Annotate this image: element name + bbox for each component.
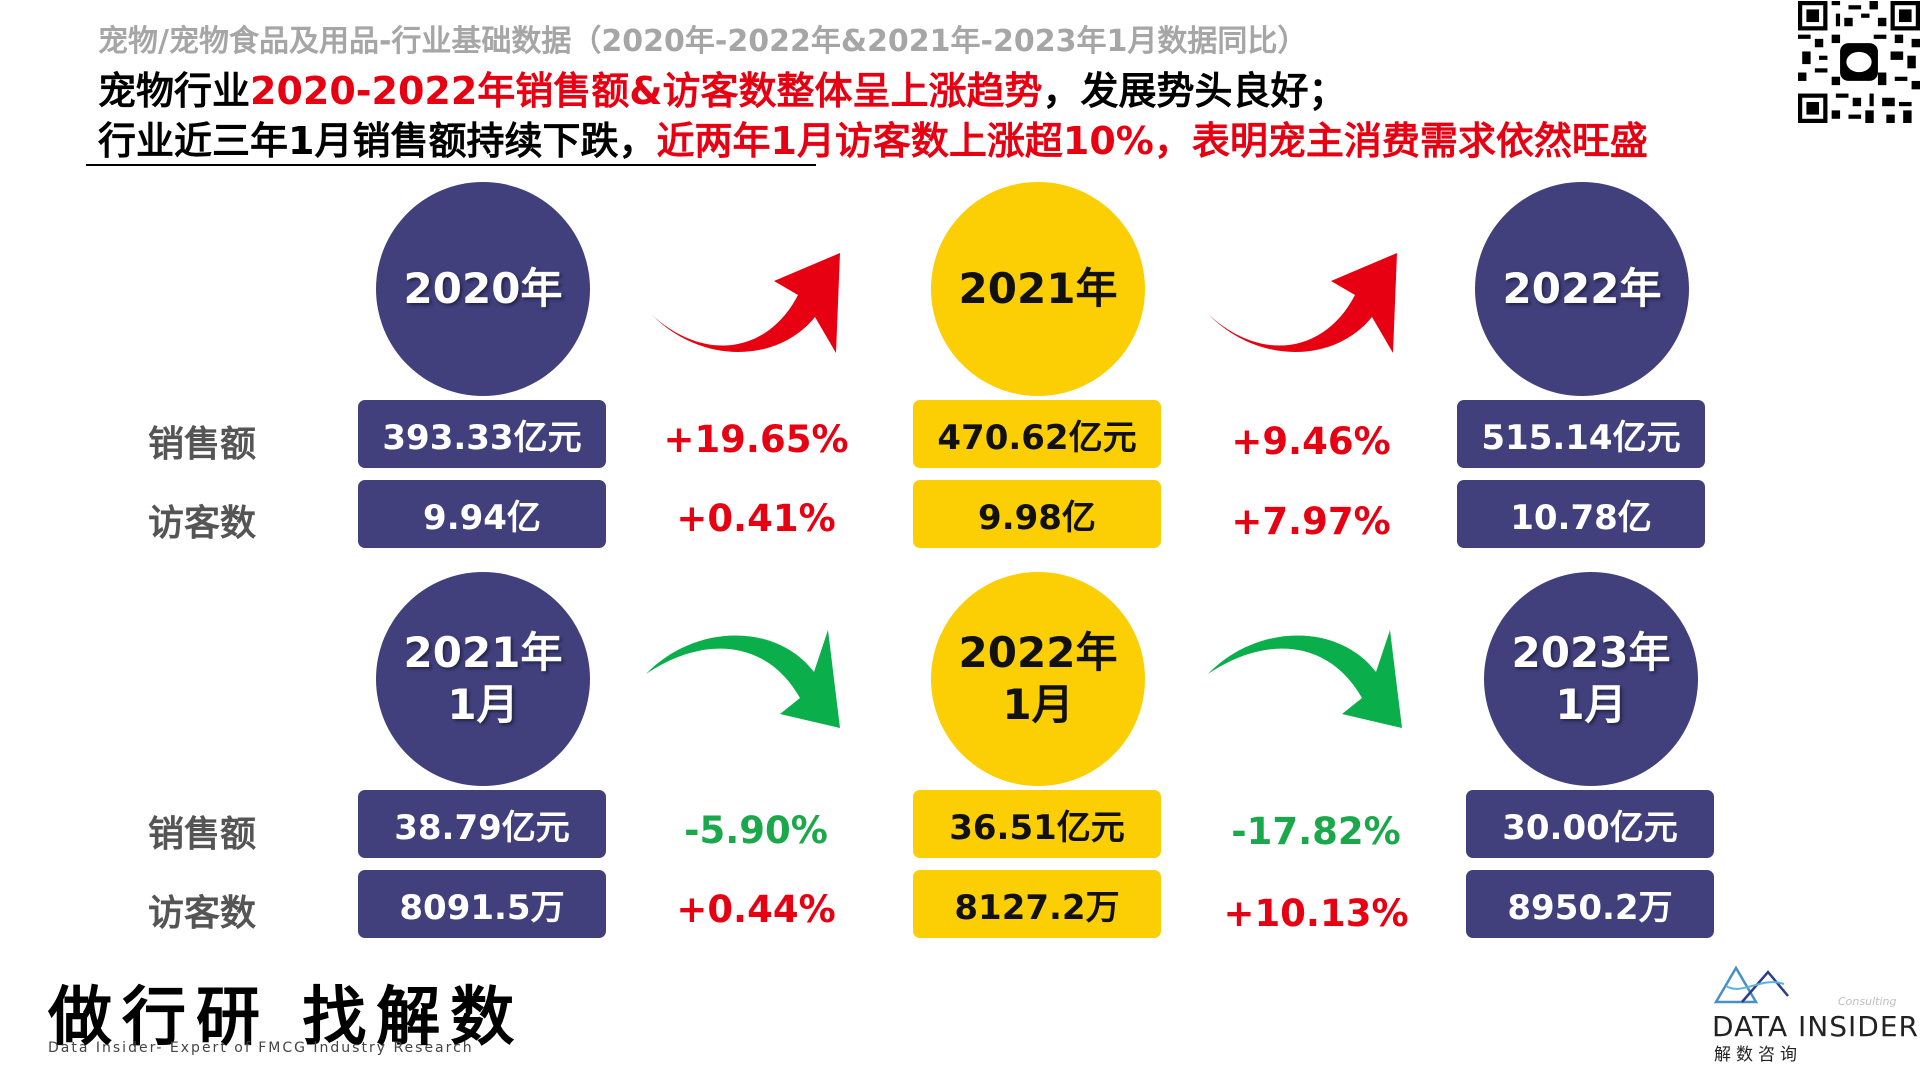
headline-underline [86, 164, 816, 166]
visitors-change-2021-2022: +7.97% [1231, 500, 1391, 543]
label-visitors-annual: 访客数 [148, 503, 257, 544]
sales-change-2020-2021: +19.65% [663, 418, 849, 461]
sales-value-2022: 515.14亿元 [1457, 400, 1705, 468]
sales-value-2021-jan: 38.79亿元 [358, 790, 606, 858]
period-circle-2021-jan: 2021年 1月 [376, 572, 590, 786]
curved-arrow-down-icon [646, 630, 840, 728]
period-circle-2023-jan: 2023年 1月 [1484, 572, 1698, 786]
visitors-change-2020-2021: +0.41% [676, 497, 836, 540]
sales-value-2020: 393.33亿元 [358, 400, 606, 468]
curved-arrow-down-icon [1208, 630, 1402, 728]
visitors-value-2020: 9.94亿 [358, 480, 606, 548]
visitors-change-2021-2022-jan: +0.44% [676, 888, 836, 931]
curved-arrow-up-icon [1209, 253, 1397, 353]
headline-1-red: 2020-2022年销售额&访客数整体呈上涨趋势 [250, 69, 1043, 113]
sales-change-2022-2023-jan: -17.82% [1231, 810, 1401, 853]
headline-1-b: ，发展势头良好； [1042, 69, 1347, 113]
data-insider-logo-icon [1713, 965, 1789, 1004]
qr-code-icon [1798, 1, 1920, 123]
period-circle-2022: 2022年 [1475, 182, 1689, 396]
brand-tagline: Consulting [1838, 995, 1897, 1008]
headline-1-a: 宠物行业 [98, 69, 251, 113]
visitors-value-2022-jan: 8127.2万 [913, 870, 1161, 938]
visitors-value-2022: 10.78亿 [1457, 480, 1705, 548]
sales-value-2023-jan: 30.00亿元 [1466, 790, 1714, 858]
label-visitors-january: 访客数 [148, 893, 257, 934]
page-subtitle: 宠物/宠物食品及用品-行业基础数据（2020年-2022年&2021年-2023… [98, 24, 1308, 59]
visitors-value-2021-jan: 8091.5万 [358, 870, 606, 938]
sales-value-2021: 470.62亿元 [913, 400, 1161, 468]
headline-2-red: 近两年1月访客数上涨超10%，表明宠主消费需求依然旺盛 [656, 119, 1648, 163]
sales-value-2022-jan: 36.51亿元 [913, 790, 1161, 858]
sales-change-2021-2022-jan: -5.90% [684, 809, 828, 852]
sales-change-2021-2022: +9.46% [1231, 420, 1391, 463]
visitors-change-2022-2023-jan: +10.13% [1223, 892, 1409, 935]
period-circle-2020: 2020年 [376, 182, 590, 396]
slogan-subtitle: Data Insider- Expert of FMCG Industry Re… [48, 1040, 474, 1056]
label-sales-january: 销售额 [148, 814, 257, 855]
visitors-value-2023-jan: 8950.2万 [1466, 870, 1714, 938]
headline-2-a: 行业近三年1月销售额持续下跌， [98, 119, 657, 163]
curved-arrow-up-icon [652, 253, 840, 353]
brand-name-cn: 解数咨询 [1714, 1045, 1802, 1065]
visitors-value-2021: 9.98亿 [913, 480, 1161, 548]
label-sales-annual: 销售额 [148, 424, 257, 465]
period-circle-2022-jan: 2022年 1月 [931, 572, 1145, 786]
period-circle-2021: 2021年 [931, 182, 1145, 396]
headline-line-2: 行业近三年1月销售额持续下跌，近两年1月访客数上涨超10%，表明宠主消费需求依然… [98, 110, 1648, 165]
slogan: 做行研 找解数 [48, 980, 525, 1055]
brand-name: DATA INSIDER [1712, 1010, 1919, 1043]
headline-line-1: 宠物行业2020-2022年销售额&访客数整体呈上涨趋势，发展势头良好； [98, 60, 1346, 115]
